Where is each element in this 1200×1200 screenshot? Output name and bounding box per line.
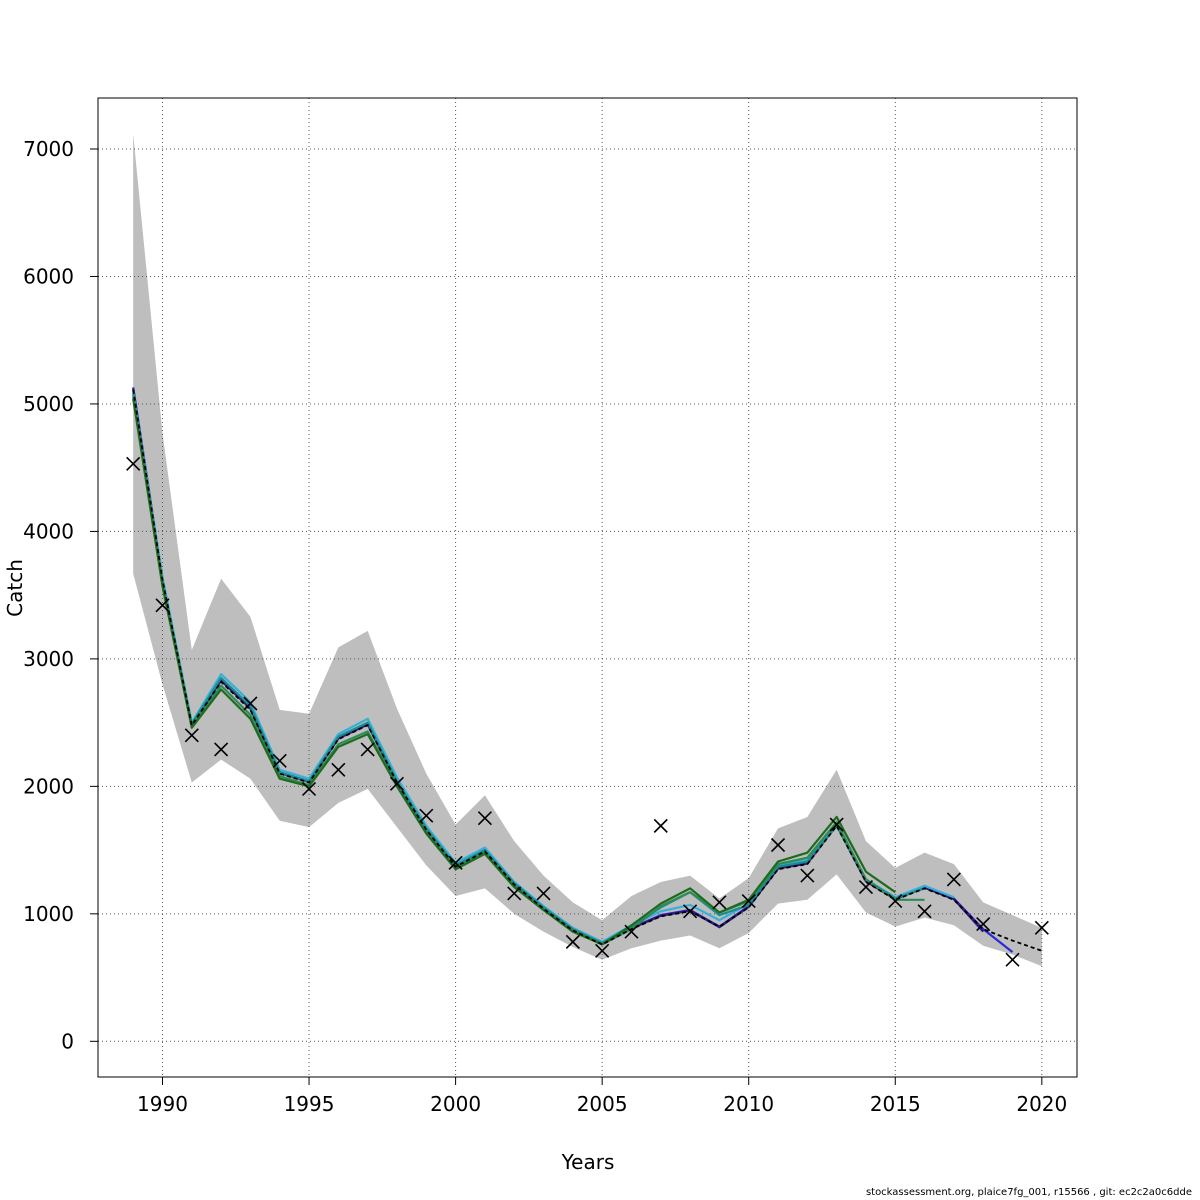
observed-point [507, 886, 522, 901]
observed-point [1034, 920, 1049, 935]
observed-marker-stroke [976, 916, 991, 932]
x-tick-label: 1995 [284, 1092, 335, 1116]
observed-marker-stroke [214, 742, 229, 757]
observed-marker-stroke [419, 808, 434, 823]
observed-point [126, 456, 141, 471]
observed-marker-stroke [272, 753, 287, 768]
observed-point [565, 934, 580, 949]
observed-point [360, 742, 375, 757]
observed-point [712, 895, 727, 910]
observed-point [536, 886, 551, 901]
observed-point [946, 872, 961, 887]
observed-point [683, 904, 698, 919]
observed-point [214, 742, 229, 757]
observed-point [976, 916, 991, 932]
series-line [132, 393, 925, 945]
observed-marker-stroke [712, 895, 727, 910]
observed-marker-stroke [800, 868, 815, 883]
y-tick-label: 6000 [23, 264, 74, 288]
observed-marker-stroke [184, 728, 199, 743]
observed-marker-stroke [331, 762, 346, 777]
y-tick-label: 5000 [23, 392, 74, 416]
observed-marker-stroke [243, 696, 258, 711]
observed-marker-stroke [360, 742, 375, 757]
observed-marker-stroke [829, 817, 844, 832]
observed-marker-stroke [1005, 952, 1020, 967]
x-axis-label: Years [561, 1150, 615, 1174]
observed-marker-stroke [917, 904, 932, 919]
observed-marker-stroke [565, 934, 580, 949]
plot-area: 1990 1995 2000 2005 2010 2015 2020 0 1000 2000 300… [23, 97, 1078, 1116]
observed-point [243, 696, 258, 711]
observed-point [858, 879, 874, 895]
observed-point [888, 894, 903, 909]
plot-frame [97, 97, 1078, 1078]
x-tick-label: 2000 [430, 1092, 481, 1116]
observed-point [800, 868, 815, 883]
x-tick-label: 2020 [1016, 1092, 1067, 1116]
confidence-band [133, 133, 1042, 967]
observed-marker-stroke [595, 943, 610, 958]
observed-marker-stroke [126, 456, 141, 471]
y-tick-label: 2000 [23, 774, 74, 798]
observed-marker-stroke [507, 886, 522, 901]
observed-marker-stroke [858, 879, 874, 895]
observed-point [419, 808, 434, 823]
observed-point [272, 753, 287, 768]
observed-point [829, 817, 844, 832]
x-tick-label: 2010 [723, 1092, 774, 1116]
observed-marker-stroke [624, 924, 639, 939]
y-tick-label: 1000 [23, 902, 74, 926]
observed-point [1005, 952, 1020, 967]
observed-point [624, 924, 639, 939]
observed-point [389, 776, 405, 791]
observed-marker-stroke [477, 811, 492, 826]
observed-marker-stroke [155, 598, 170, 613]
footer-note: stockassessment.org, plaice7fg_001, r155… [865, 1187, 1192, 1198]
observed-marker-stroke [389, 776, 405, 791]
observed-marker-stroke [653, 818, 668, 833]
observed-marker-stroke [946, 872, 961, 887]
observed-point [155, 598, 170, 613]
x-tick-label: 1990 [137, 1092, 188, 1116]
observed-point [448, 855, 463, 870]
observed-point [184, 728, 199, 743]
y-axis-label: Catch [3, 559, 27, 617]
observed-marker-stroke [683, 904, 698, 919]
observed-point [477, 811, 492, 826]
observed-marker-stroke [888, 894, 903, 909]
observed-point [301, 781, 317, 796]
observed-point [741, 894, 756, 909]
observed-point [917, 904, 932, 919]
observed-marker-stroke [741, 894, 756, 909]
y-tick-label: 4000 [23, 519, 74, 543]
x-tick-label: 2005 [577, 1092, 628, 1116]
series-line [132, 398, 896, 946]
observed-marker-stroke [301, 781, 317, 796]
observed-marker-stroke [536, 886, 551, 901]
observed-point [595, 943, 610, 958]
observed-marker-stroke [1034, 920, 1049, 935]
y-tick-label: 3000 [23, 647, 74, 671]
observed-point [770, 837, 786, 853]
x-tick-label: 2015 [870, 1092, 921, 1116]
observed-point [331, 762, 346, 777]
y-tick-label: 0 [61, 1029, 74, 1053]
observed-marker-stroke [448, 855, 463, 870]
y-tick-label: 7000 [23, 137, 74, 161]
observed-marker-stroke [770, 837, 786, 853]
observed-point [653, 818, 668, 833]
